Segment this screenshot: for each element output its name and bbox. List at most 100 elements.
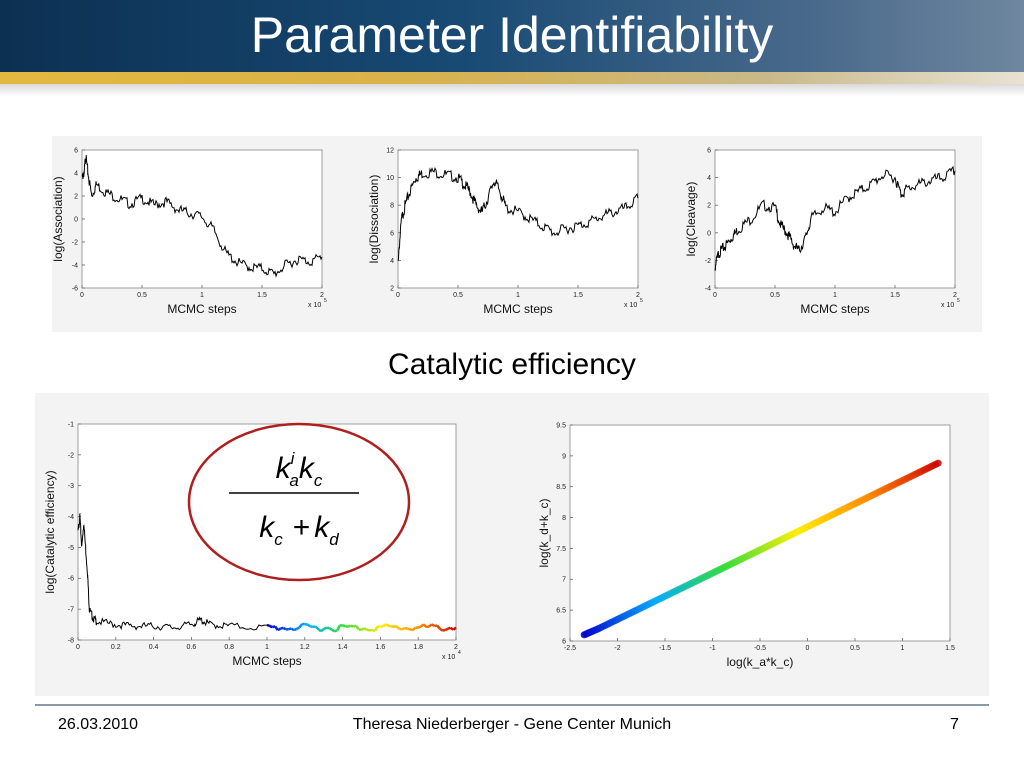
trace-colored-segment <box>431 623 436 628</box>
y-axis-label: log(Catalytic efficiency) <box>43 470 57 593</box>
x-tick-label: 0 <box>80 292 84 299</box>
scatter-point <box>934 459 942 467</box>
x-tick-label: 0.5 <box>850 645 860 652</box>
trace-colored-segment <box>385 623 390 627</box>
trace-colored-segment <box>404 626 408 630</box>
subtitle: Catalytic efficiency <box>388 348 636 381</box>
x-tick-label: 2 <box>636 292 640 299</box>
x-exponent-label: x 10 <box>624 302 637 309</box>
trace-line <box>77 512 267 631</box>
y-tick-label: 12 <box>386 147 394 154</box>
y-tick-label: 4 <box>390 258 394 265</box>
trace-colored-segment <box>298 623 304 629</box>
plot-area <box>714 149 956 289</box>
trace-colored-segment <box>353 624 357 628</box>
trace-colored-segment <box>288 627 292 631</box>
trace-colored-segment <box>449 626 455 631</box>
x-axis-label: MCMC steps <box>800 302 869 316</box>
footer-date: 26.03.2010 <box>58 716 139 733</box>
trace-line <box>714 165 956 271</box>
title-bar: Parameter Identifiability <box>0 0 1024 72</box>
trace-colored-segment <box>320 628 325 633</box>
slide-title: Parameter Identifiability <box>250 7 774 63</box>
trace-colored-segment <box>439 627 444 632</box>
x-tick-label: 0.5 <box>770 292 780 299</box>
trace-line <box>397 166 639 261</box>
trace-colored-segment <box>422 623 428 628</box>
x-tick-label: 0 <box>396 292 400 299</box>
x-tick-label: 0.5 <box>137 292 147 299</box>
x-tick-label: -2 <box>614 645 620 652</box>
x-tick-label: -1.5 <box>659 645 671 652</box>
parameter-correlation-scatter: -2.5 -2 -1.5 -1 -0.5 0 0.5 1 1.5 6 6.5 7 7.5 8 8.5 9 9.5… <box>537 422 955 669</box>
formula-den-a: k <box>259 511 276 544</box>
y-tick-label: 7.5 <box>556 546 566 553</box>
y-axis-label: log(Cleavage) <box>685 182 698 257</box>
x-exponent-label: x 10 <box>308 302 321 309</box>
trace-colored-segment <box>323 626 327 631</box>
trace-colored-segment <box>428 623 433 628</box>
trace-line <box>81 154 323 278</box>
formula-num-b: k <box>299 452 316 485</box>
formula-ellipse <box>187 422 411 582</box>
formula-den-b-sub: d <box>329 530 339 549</box>
x-tick-label: 1.8 <box>413 644 423 651</box>
y-axis-label: log(k_d+k_c) <box>537 498 551 567</box>
dissociation-trace-chart: 0 0.5 1 1.5 2 2 4 6 8 10 12 MCMC steps log(Dissociat… <box>368 147 643 316</box>
trace-colored-segment <box>426 625 430 629</box>
trace-colored-segment <box>452 626 457 631</box>
y-tick-label: 6.5 <box>556 608 566 615</box>
formula-plus: + <box>293 511 311 544</box>
trace-colored-segment <box>401 626 406 631</box>
x-exponent-value: 5 <box>640 298 643 304</box>
trace-colored-segment <box>366 628 370 632</box>
plot-area <box>569 424 951 642</box>
x-tick-label: 0.4 <box>149 644 159 651</box>
x-tick-label: 1.5 <box>573 292 583 299</box>
x-tick-label: 1 <box>265 644 269 651</box>
y-tick-label: 6 <box>707 147 711 154</box>
trace-colored-segment <box>312 625 316 629</box>
trace-colored-segment <box>345 624 349 628</box>
x-tick-label: 1 <box>516 292 520 299</box>
trace-colored-segment <box>317 628 322 633</box>
trace-colored-segment <box>293 627 298 632</box>
x-tick-label: -2.5 <box>564 645 576 652</box>
trace-colored-segment <box>407 627 411 631</box>
trace-colored-segment <box>274 625 279 631</box>
x-exponent-label: x 10 <box>442 654 455 661</box>
formula-num-b-sub: c <box>314 471 323 490</box>
y-tick-label: 6 <box>74 147 78 154</box>
title-underline <box>0 72 1024 84</box>
trace-colored-segment <box>411 626 417 632</box>
x-tick-label: 2 <box>454 644 458 651</box>
y-tick-label: -6 <box>68 576 74 583</box>
trace-colored-segment <box>395 625 401 630</box>
trace-colored-segment <box>282 626 287 631</box>
y-tick-label: -6 <box>72 285 78 292</box>
trace-colored-segment <box>444 627 449 632</box>
y-tick-label: 6 <box>390 230 394 237</box>
x-tick-label: 2 <box>953 292 957 299</box>
formula-num-a: k <box>276 452 293 485</box>
trace-colored-segment <box>269 624 273 629</box>
x-tick-label: 0 <box>76 644 80 651</box>
trace-colored-segment <box>314 625 320 630</box>
y-tick-label: -8 <box>68 637 74 644</box>
trace-colored-segment <box>388 624 392 628</box>
x-tick-label: 1.5 <box>257 292 267 299</box>
x-tick-label: 1.2 <box>300 644 310 651</box>
trace-colored-segment <box>355 625 360 631</box>
trace-colored-segment <box>382 623 387 628</box>
association-trace-chart: 0 0.5 1 1.5 2 -6 -4 -2 0 2 4 6 MCMC steps log(Associa… <box>52 147 327 316</box>
footer-rule <box>35 704 989 706</box>
x-tick-label: 0.5 <box>453 292 463 299</box>
x-axis-label: MCMC steps <box>232 654 301 668</box>
formula-box: ki akc kc + kd <box>187 422 411 582</box>
x-tick-label: 1 <box>200 292 204 299</box>
y-tick-label: -2 <box>72 239 78 246</box>
formula-den-a-sub: c <box>274 530 283 549</box>
trace-colored-segment <box>347 624 352 628</box>
x-tick-label: 1 <box>833 292 837 299</box>
formula-num-a-sup: i <box>291 449 296 468</box>
